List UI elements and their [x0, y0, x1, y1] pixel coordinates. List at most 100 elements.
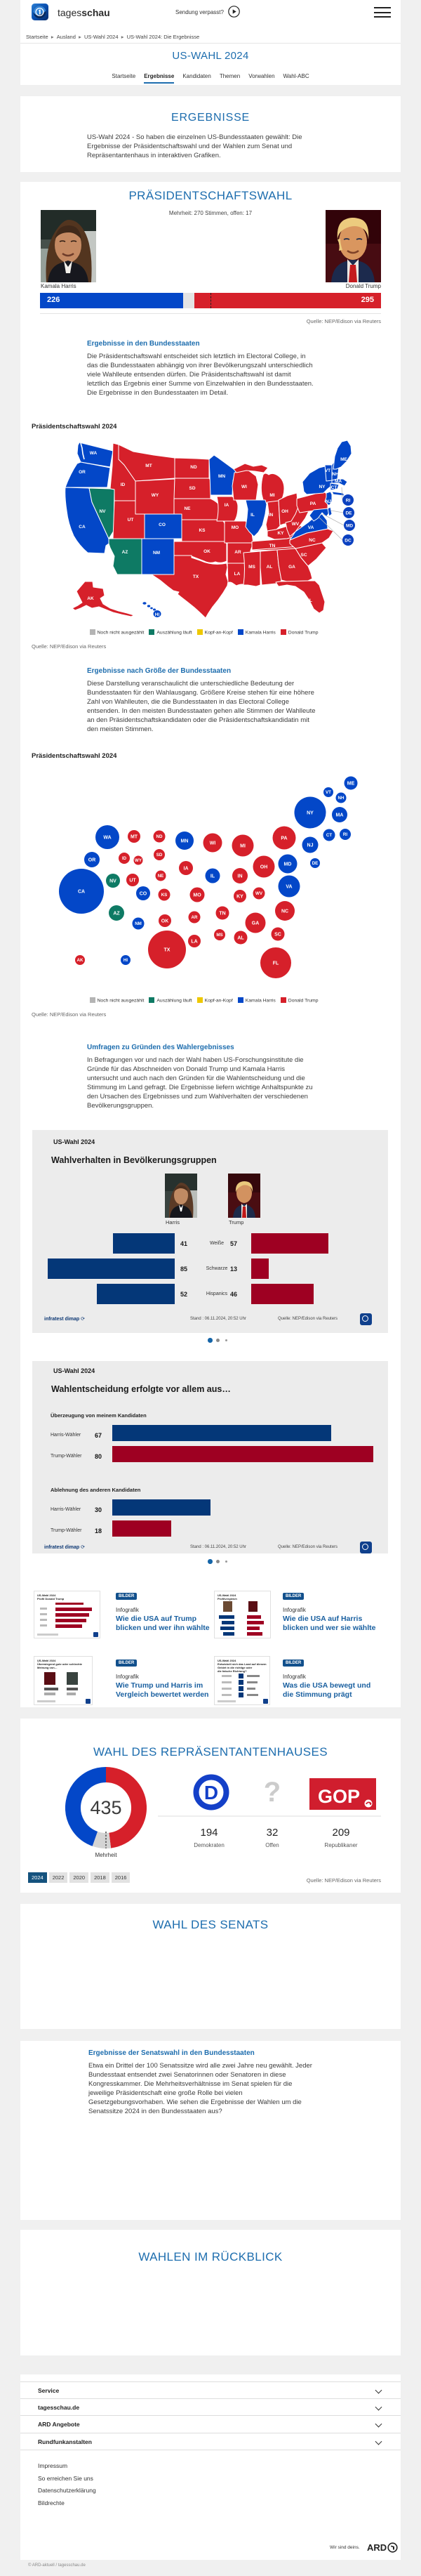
svg-text:WY: WY [135, 858, 142, 863]
svg-text:SC: SC [274, 933, 281, 938]
svg-text:32: 32 [267, 1827, 279, 1839]
svg-text:WI: WI [210, 841, 216, 846]
svg-text:WA: WA [103, 836, 111, 841]
svg-text:AL: AL [237, 936, 244, 941]
svg-text:OK: OK [161, 919, 169, 924]
svg-text:VA: VA [286, 885, 292, 890]
svg-text:VA: VA [308, 525, 314, 530]
svg-text:GA: GA [288, 565, 295, 570]
svg-text:SD: SD [189, 486, 195, 491]
svg-text:MS: MS [248, 565, 255, 570]
svg-text:MD: MD [346, 524, 353, 529]
svg-text:WI: WI [241, 485, 247, 489]
svg-text:DE: DE [345, 511, 352, 516]
svg-text:TN: TN [219, 912, 225, 916]
svg-text:VT: VT [326, 790, 331, 795]
svg-text:LA: LA [191, 940, 197, 945]
svg-text:KY: KY [277, 531, 284, 536]
svg-text:AK: AK [87, 596, 94, 601]
svg-text:TX: TX [164, 948, 171, 953]
svg-text:RI: RI [343, 832, 347, 837]
svg-text:OH: OH [281, 509, 288, 514]
svg-text:NJ: NJ [326, 499, 332, 504]
svg-text:HI: HI [123, 958, 128, 963]
svg-text:NV: NV [109, 879, 116, 884]
svg-text:NM: NM [153, 551, 160, 556]
svg-text:194: 194 [200, 1827, 218, 1839]
svg-text:KS: KS [199, 528, 206, 533]
svg-text:ND: ND [156, 834, 163, 839]
svg-text:CT: CT [326, 833, 332, 838]
svg-text:NJ: NJ [307, 843, 314, 848]
svg-text:IA: IA [184, 867, 189, 872]
svg-text:CO: CO [159, 523, 166, 527]
svg-text:KY: KY [236, 895, 243, 900]
svg-text:CA: CA [79, 525, 86, 530]
svg-text:MA: MA [336, 813, 344, 818]
svg-text:AR: AR [234, 550, 241, 555]
svg-text:MN: MN [218, 474, 225, 479]
svg-text:?: ? [264, 1777, 281, 1808]
svg-text:WV: WV [292, 522, 300, 527]
svg-text:RI: RI [346, 499, 351, 504]
svg-text:FL: FL [273, 961, 279, 966]
svg-text:OH: OH [260, 865, 268, 870]
svg-text:ME: ME [340, 457, 347, 462]
svg-text:VT: VT [325, 468, 330, 473]
svg-text:MO: MO [193, 893, 201, 898]
svg-text:AK: AK [77, 958, 83, 963]
svg-text:NC: NC [281, 909, 288, 914]
svg-text:MI: MI [269, 493, 274, 498]
svg-text:OK: OK [203, 549, 210, 554]
svg-text:MT: MT [145, 464, 152, 468]
svg-text:AL: AL [267, 565, 273, 570]
svg-text:IL: IL [250, 513, 255, 518]
svg-text:GOP: GOP [318, 1786, 360, 1807]
svg-text:AZ: AZ [113, 912, 120, 916]
svg-text:LA: LA [234, 572, 241, 577]
svg-text:CT: CT [331, 485, 338, 490]
svg-text:AZ: AZ [122, 550, 128, 555]
svg-text:MI: MI [240, 844, 246, 849]
svg-text:UT: UT [129, 879, 136, 883]
svg-text:MD: MD [284, 862, 292, 867]
svg-text:WV: WV [255, 891, 263, 896]
svg-text:ME: ME [347, 782, 355, 787]
svg-text:DE: DE [312, 861, 319, 866]
svg-text:D: D [204, 1782, 218, 1803]
svg-text:OR: OR [79, 470, 86, 475]
svg-text:DC: DC [345, 539, 352, 544]
svg-text:CA: CA [78, 890, 85, 895]
svg-text:CO: CO [140, 892, 147, 897]
svg-text:HI: HI [155, 612, 160, 617]
svg-text:FL: FL [307, 598, 312, 603]
svg-text:NC: NC [309, 538, 316, 543]
svg-text:NY: NY [319, 485, 326, 489]
svg-text:MN: MN [181, 839, 189, 844]
svg-text:NH: NH [332, 472, 339, 477]
svg-text:TX: TX [193, 574, 199, 579]
svg-text:NM: NM [135, 921, 142, 926]
svg-text:NE: NE [158, 874, 164, 879]
svg-text:NY: NY [307, 811, 314, 816]
svg-text:Offen: Offen [265, 1842, 279, 1848]
svg-text:TN: TN [269, 544, 276, 548]
svg-text:Demokraten: Demokraten [194, 1842, 225, 1848]
svg-text:PA: PA [310, 501, 316, 506]
svg-text:NH: NH [338, 796, 345, 801]
svg-text:OR: OR [88, 858, 96, 863]
svg-text:GA: GA [252, 921, 260, 926]
svg-text:SD: SD [156, 853, 163, 857]
svg-text:IN: IN [238, 874, 243, 879]
svg-text:ND: ND [190, 465, 197, 470]
svg-text:IN: IN [269, 513, 274, 518]
svg-text:MO: MO [232, 525, 239, 530]
svg-text:SC: SC [300, 553, 307, 558]
svg-text:209: 209 [332, 1827, 349, 1839]
svg-text:IL: IL [210, 874, 215, 879]
svg-text:AR: AR [192, 915, 198, 920]
svg-text:WA: WA [90, 451, 98, 456]
svg-text:KS: KS [161, 893, 168, 898]
svg-text:MA: MA [335, 479, 342, 484]
svg-text:NE: NE [184, 506, 191, 511]
